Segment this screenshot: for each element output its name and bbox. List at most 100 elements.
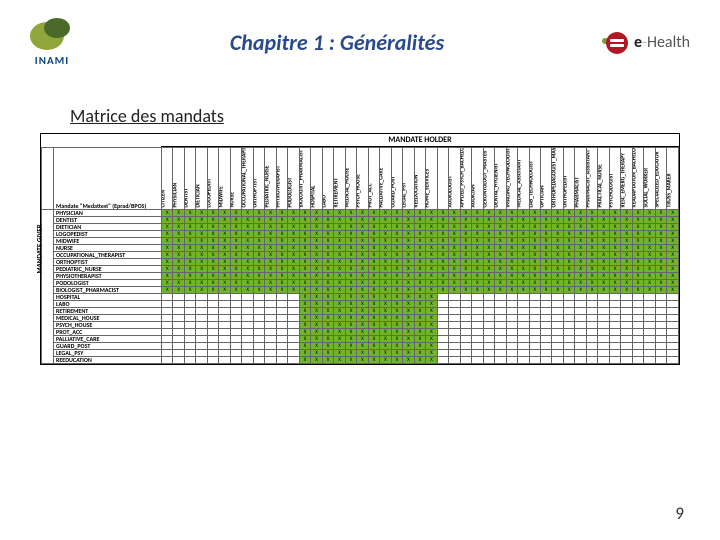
matrix-cell: X [609, 266, 620, 273]
matrix-cell: X [276, 210, 287, 217]
matrix-cell: X [575, 287, 586, 294]
matrix-cell [483, 350, 494, 357]
matrix-cell: X [449, 273, 460, 280]
matrix-cell: X [162, 210, 173, 217]
matrix-cell: X [552, 252, 563, 259]
matrix-cell: X [334, 273, 345, 280]
matrix-cell [609, 322, 620, 329]
matrix-cell [288, 329, 299, 336]
matrix-cell [230, 343, 241, 350]
matrix-cell: X [518, 287, 529, 294]
matrix-cell: X [345, 210, 356, 217]
matrix-cell: X [334, 231, 345, 238]
matrix-cell: X [230, 266, 241, 273]
matrix-cell: X [621, 210, 632, 217]
matrix-cell [196, 308, 207, 315]
matrix-cell: X [357, 315, 368, 322]
col-header: DENTAL_HYGIENIST [495, 148, 506, 210]
col-header: READAPTATION_BACHELOR [632, 148, 643, 210]
matrix-cell [632, 322, 643, 329]
matrix-cell [529, 343, 540, 350]
matrix-cell: X [173, 231, 184, 238]
matrix-cell [529, 294, 540, 301]
matrix-cell [655, 343, 666, 350]
matrix-cell: X [644, 266, 655, 273]
matrix-cell: X [426, 322, 437, 329]
matrix-cell [162, 343, 173, 350]
matrix-cell [265, 294, 276, 301]
matrix-cell: X [644, 273, 655, 280]
matrix-cell: X [311, 294, 322, 301]
matrix-cell [575, 329, 586, 336]
matrix-cell [506, 336, 517, 343]
matrix-cell: X [472, 245, 483, 252]
matrix-cell: X [632, 210, 643, 217]
matrix-cell: X [575, 266, 586, 273]
matrix-cell [609, 343, 620, 350]
matrix-cell: X [391, 266, 402, 273]
matrix-cell [621, 322, 632, 329]
matrix-cell: X [540, 210, 551, 217]
matrix-cell [563, 322, 574, 329]
matrix-cell [563, 357, 574, 364]
matrix-cell [575, 357, 586, 364]
matrix-cell: X [196, 259, 207, 266]
matrix-cell [253, 322, 264, 329]
matrix-cell [437, 350, 448, 357]
matrix-cell: X [345, 350, 356, 357]
matrix-cell: X [311, 350, 322, 357]
matrix-cell: X [598, 280, 609, 287]
matrix-cell: X [196, 231, 207, 238]
matrix-cell: X [162, 224, 173, 231]
col-header: ORTHOPEDIST [563, 148, 574, 210]
matrix-cell [437, 322, 448, 329]
matrix-cell: X [540, 266, 551, 273]
matrix-cell [655, 357, 666, 364]
matrix-cell: X [357, 280, 368, 287]
matrix-cell: X [621, 217, 632, 224]
matrix-cell: X [483, 238, 494, 245]
row-header: PHYSICIAN [54, 210, 162, 217]
matrix-cell: X [403, 301, 414, 308]
matrix-cell: X [322, 245, 333, 252]
col-header: PRACTICAL_NURSE [598, 148, 609, 210]
matrix-cell [506, 315, 517, 322]
matrix-cell: X [334, 336, 345, 343]
matrix-cell: X [230, 224, 241, 231]
matrix-cell: X [437, 252, 448, 259]
matrix-cell [632, 357, 643, 364]
matrix-cell [173, 322, 184, 329]
matrix-cell: X [426, 280, 437, 287]
matrix-cell: X [253, 231, 264, 238]
matrix-cell: X [437, 224, 448, 231]
matrix-cell: X [506, 231, 517, 238]
matrix-cell: X [230, 238, 241, 245]
matrix-cell: X [311, 245, 322, 252]
matrix-cell: X [219, 224, 230, 231]
matrix-cell: X [184, 245, 195, 252]
matrix-cell [483, 308, 494, 315]
matrix-cell: X [426, 273, 437, 280]
matrix-cell [219, 343, 230, 350]
matrix-cell: X [403, 217, 414, 224]
matrix-cell: X [288, 273, 299, 280]
matrix-cell: X [380, 336, 391, 343]
matrix-cell: X [334, 350, 345, 357]
matrix-cell [506, 301, 517, 308]
matrix-cell: X [253, 252, 264, 259]
col-header: MIDWIFE [219, 148, 230, 210]
matrix-cell [276, 350, 287, 357]
matrix-cell: X [472, 287, 483, 294]
matrix-cell: X [529, 287, 540, 294]
matrix-cell: X [540, 245, 551, 252]
matrix-cell [598, 322, 609, 329]
matrix-cell: X [207, 259, 218, 266]
matrix-cell: X [472, 259, 483, 266]
matrix-cell: X [414, 343, 425, 350]
matrix-cell [529, 357, 540, 364]
matrix-cell: X [644, 287, 655, 294]
matrix-cell: X [472, 252, 483, 259]
matrix-cell: X [529, 280, 540, 287]
matrix-cell [253, 294, 264, 301]
matrix-cell: X [414, 280, 425, 287]
